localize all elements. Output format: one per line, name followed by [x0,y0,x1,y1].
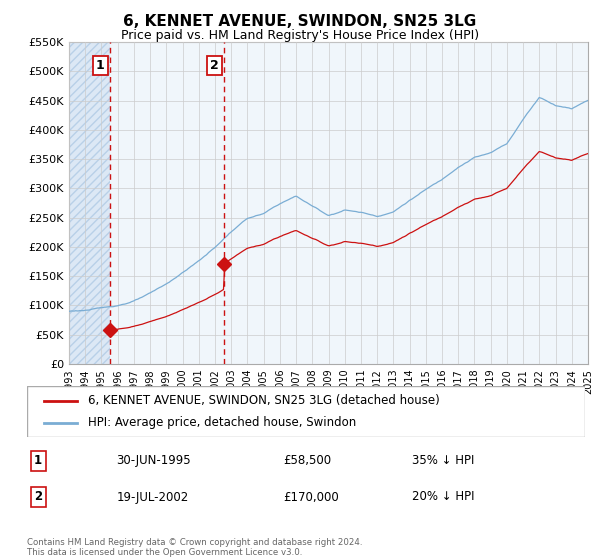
FancyBboxPatch shape [27,386,585,437]
Text: Contains HM Land Registry data © Crown copyright and database right 2024.
This d: Contains HM Land Registry data © Crown c… [27,538,362,557]
Text: £58,500: £58,500 [284,454,332,467]
Text: 1: 1 [34,454,42,467]
Text: 35% ↓ HPI: 35% ↓ HPI [412,454,475,467]
Text: 2: 2 [210,59,219,72]
Text: Price paid vs. HM Land Registry's House Price Index (HPI): Price paid vs. HM Land Registry's House … [121,29,479,42]
Text: 30-JUN-1995: 30-JUN-1995 [116,454,191,467]
Text: 6, KENNET AVENUE, SWINDON, SN25 3LG (detached house): 6, KENNET AVENUE, SWINDON, SN25 3LG (det… [88,394,440,407]
Text: 2: 2 [34,491,42,503]
Bar [69,42,110,364]
Text: HPI: Average price, detached house, Swindon: HPI: Average price, detached house, Swin… [88,416,356,429]
Text: 20% ↓ HPI: 20% ↓ HPI [412,491,475,503]
Text: 1: 1 [96,59,104,72]
Text: 19-JUL-2002: 19-JUL-2002 [116,491,188,503]
Text: 6, KENNET AVENUE, SWINDON, SN25 3LG: 6, KENNET AVENUE, SWINDON, SN25 3LG [124,14,476,29]
Text: £170,000: £170,000 [284,491,340,503]
